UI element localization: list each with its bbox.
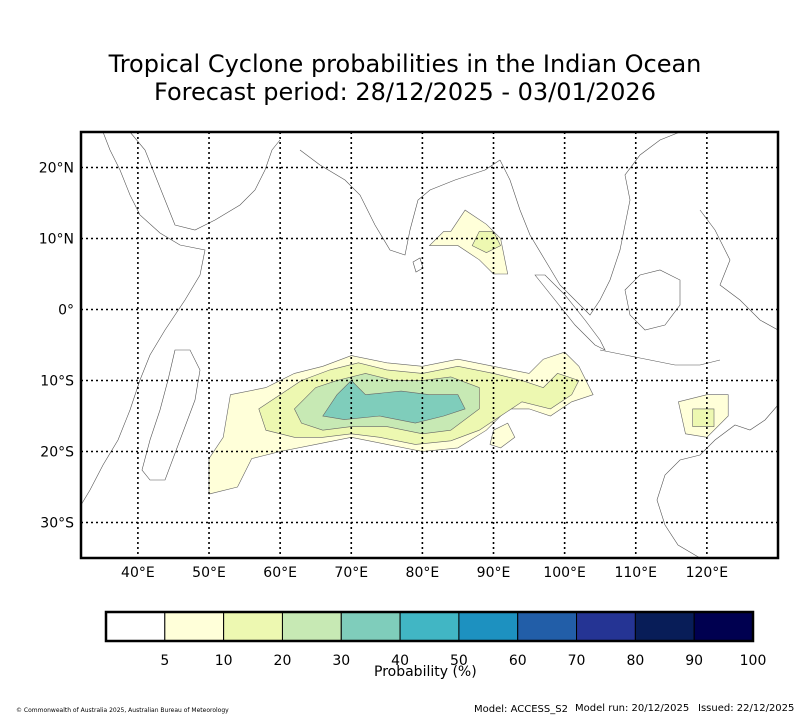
colorbar-swatch (340, 611, 401, 642)
colorbar-swatch (634, 611, 695, 642)
colorbar-swatch (576, 611, 636, 642)
colorbar-swatch (164, 611, 225, 642)
copyright-text: © Commonwealth of Australia 2025, Austra… (16, 707, 229, 714)
colorbar-tick-label: 90 (685, 653, 703, 669)
lon-tick-label: 60°E (263, 565, 297, 581)
probability-regions (208, 209, 729, 495)
colorbar-tick-label: 20 (274, 653, 292, 669)
lat-tick-label: 20°S (40, 445, 74, 461)
colorbar-swatch (223, 611, 283, 642)
model-run-text: Model run: 20/12/2025 (575, 703, 690, 714)
colorbar-tick-label: 5 (160, 653, 169, 669)
colorbar-tick-label: 30 (332, 653, 350, 669)
colorbar-tick-label: 10 (215, 653, 233, 669)
colorbar-tick-label: 70 (568, 653, 586, 669)
colorbar: 5 10 20 30 40 50 60 70 80 90 100 (104, 610, 767, 669)
colorbar-tick-label: 40 (391, 653, 409, 669)
colorbar-swatch (281, 611, 342, 642)
map-frame (79, 130, 780, 560)
lat-tick-label: 10°S (40, 374, 74, 390)
probability-region-isolated-5 (489, 422, 516, 449)
lat-tick-label: 30°S (40, 516, 74, 532)
colorbar-title: Probability (%) (374, 664, 477, 680)
lon-tick-label: 90°E (477, 565, 511, 581)
issued-text: Issued: 22/12/2025 (698, 703, 795, 714)
lat-tick-label: 20°N (39, 161, 74, 177)
lat-tick-label: 10°N (39, 232, 74, 248)
axis-ticks: 40°E 50°E 60°E 70°E 80°E 90°E 100°E 110°E 120°E 2… (39, 161, 728, 582)
chart-title-line2: Forecast period: 28/12/2025 - 03/01/2026 (154, 78, 656, 106)
colorbar-tick-label: 60 (509, 653, 527, 669)
lon-tick-label: 80°E (406, 565, 440, 581)
colorbar-swatch (105, 611, 166, 642)
chart-title-line1: Tropical Cyclone probabilities in the In… (108, 50, 702, 78)
graticule (81, 132, 778, 558)
lon-tick-label: 50°E (192, 565, 226, 581)
colorbar-swatch (517, 611, 578, 642)
colorbar-tick-label: 100 (740, 653, 767, 669)
lon-tick-label: 120°E (686, 565, 729, 581)
model-text: Model: ACCESS_S2 (474, 704, 568, 715)
probability-region-timor-sea-10 (692, 408, 715, 427)
lon-tick-label: 40°E (121, 565, 155, 581)
colorbar-swatch (399, 611, 460, 642)
lon-tick-label: 70°E (334, 565, 368, 581)
colorbar-swatch (693, 611, 754, 642)
colorbar-tick-label: 50 (450, 653, 468, 669)
colorbar-frame (104, 610, 755, 643)
lon-tick-label: 100°E (543, 565, 586, 581)
lon-tick-label: 110°E (614, 565, 657, 581)
colorbar-swatch (458, 611, 519, 642)
coastlines (81, 132, 778, 558)
lat-tick-label: 0° (58, 303, 74, 319)
colorbar-tick-label: 80 (626, 653, 644, 669)
